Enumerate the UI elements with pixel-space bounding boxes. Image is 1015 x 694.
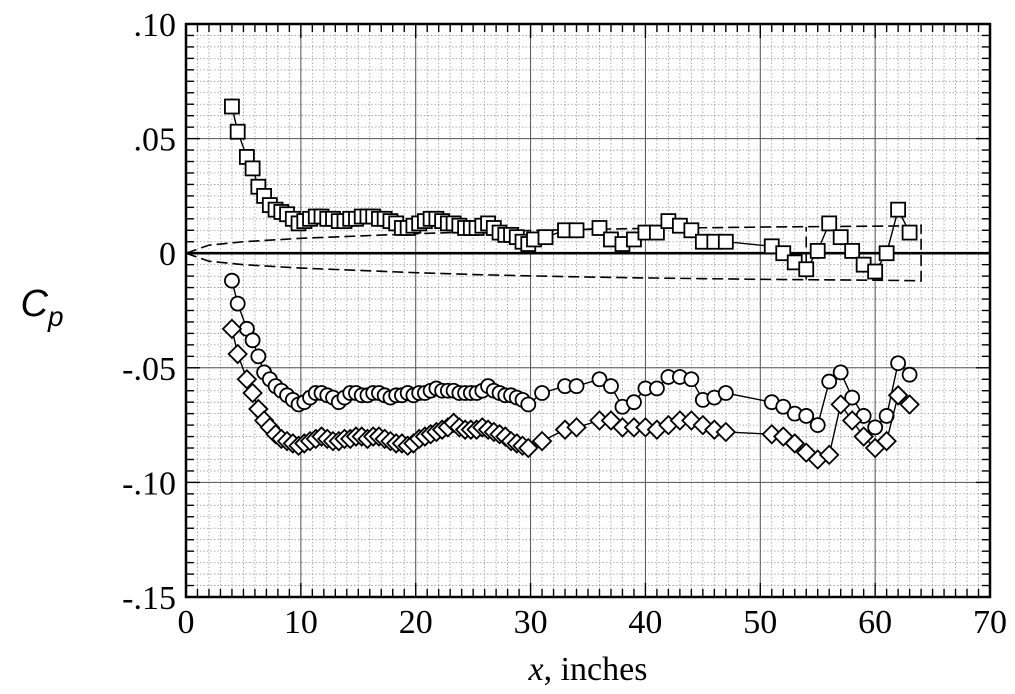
body-outline-line xyxy=(185,252,922,282)
data-point-diamond xyxy=(784,433,806,454)
data-point-circle xyxy=(224,272,240,289)
data-point-square xyxy=(775,245,792,262)
data-point-diamond xyxy=(221,318,243,340)
series-diamond xyxy=(221,318,920,470)
y-tick-label: -.10 xyxy=(122,465,176,502)
data-point-diamond xyxy=(853,426,874,447)
data-point-diamond xyxy=(242,382,263,404)
x-tick-label: 50 xyxy=(743,604,777,641)
x-tick-label: 0 xyxy=(178,604,195,641)
data-point-square xyxy=(890,201,907,218)
data-point-square xyxy=(537,229,554,246)
x-tick-label: 20 xyxy=(399,604,433,641)
y-tick-label: -.15 xyxy=(122,580,176,617)
data-point-circle xyxy=(591,371,608,388)
data-point-circle xyxy=(649,380,665,397)
data-point-diamond xyxy=(899,394,920,415)
data-point-circle xyxy=(809,417,826,434)
data-point-circle xyxy=(229,295,246,312)
data-point-square xyxy=(229,123,246,140)
data-point-square xyxy=(901,224,918,241)
data-point-square xyxy=(717,233,734,250)
x-tick-label: 60 xyxy=(858,604,892,641)
y-axis-title: Cp xyxy=(20,283,63,332)
y-tick-label: .05 xyxy=(134,122,177,159)
data-point-square xyxy=(832,229,849,246)
series-circle xyxy=(224,272,918,436)
y-tick-labels: .10 .05 0 -.05 -.10 -.15 xyxy=(122,7,176,617)
y-tick-label: 0 xyxy=(159,236,176,273)
data-point-square xyxy=(649,224,665,241)
x-tick-label: 10 xyxy=(284,604,318,641)
data-series xyxy=(221,98,920,470)
data-point-square xyxy=(821,215,838,232)
x-tick-labels: 0 10 20 30 40 50 60 70 xyxy=(178,604,1008,641)
x-axis-variable: x xyxy=(528,651,544,688)
data-point-diamond xyxy=(887,385,909,406)
data-point-circle xyxy=(798,408,815,424)
data-point-circle xyxy=(244,332,261,349)
x-tick-label: 30 xyxy=(514,604,548,641)
x-tick-label: 70 xyxy=(973,604,1007,641)
data-point-circle xyxy=(683,371,700,388)
data-point-diamond xyxy=(876,430,897,452)
y-tick-label: -.05 xyxy=(122,351,176,388)
data-point-circle xyxy=(901,366,918,383)
y-axis-subscript: p xyxy=(47,301,64,332)
x-axis-unit: , inches xyxy=(544,651,648,688)
x-axis-title: x, inches xyxy=(528,651,648,688)
data-point-square xyxy=(591,220,608,236)
data-point-circle xyxy=(603,378,619,395)
data-point-square xyxy=(568,222,585,239)
data-point-diamond xyxy=(531,430,553,452)
data-point-circle xyxy=(844,389,861,406)
data-point-circle xyxy=(775,398,792,415)
data-point-circle xyxy=(717,385,734,401)
series-line-square xyxy=(231,106,911,273)
data-point-square xyxy=(244,160,261,177)
data-point-diamond xyxy=(841,410,863,431)
data-point-circle xyxy=(867,419,884,436)
data-point-square xyxy=(809,243,826,259)
data-point-diamond xyxy=(566,417,587,438)
data-point-diamond xyxy=(830,394,851,415)
body-outline-line xyxy=(185,224,922,254)
data-point-square xyxy=(844,243,861,259)
data-point-circle xyxy=(821,373,838,390)
tick-marks xyxy=(185,23,991,598)
data-point-circle xyxy=(890,355,907,372)
x-tick-label: 40 xyxy=(628,604,662,641)
data-point-square xyxy=(798,261,815,278)
data-point-circle xyxy=(626,394,642,411)
data-point-diamond xyxy=(236,368,258,390)
data-point-circle xyxy=(250,348,267,365)
data-point-circle xyxy=(568,378,585,395)
data-point-diamond xyxy=(715,421,737,443)
y-tick-label: .10 xyxy=(134,7,177,44)
data-point-circle xyxy=(832,364,849,381)
y-axis-variable: C xyxy=(20,283,48,325)
data-point-circle xyxy=(520,396,537,413)
data-point-square xyxy=(683,222,700,239)
data-point-diamond xyxy=(518,437,539,459)
series-square xyxy=(224,98,918,280)
data-point-diamond xyxy=(227,343,248,365)
minor-grid xyxy=(185,23,991,598)
data-point-circle xyxy=(534,385,550,401)
data-point-square xyxy=(867,263,884,280)
data-point-diamond xyxy=(818,444,840,466)
data-point-square xyxy=(224,98,240,115)
data-point-square xyxy=(878,245,895,262)
